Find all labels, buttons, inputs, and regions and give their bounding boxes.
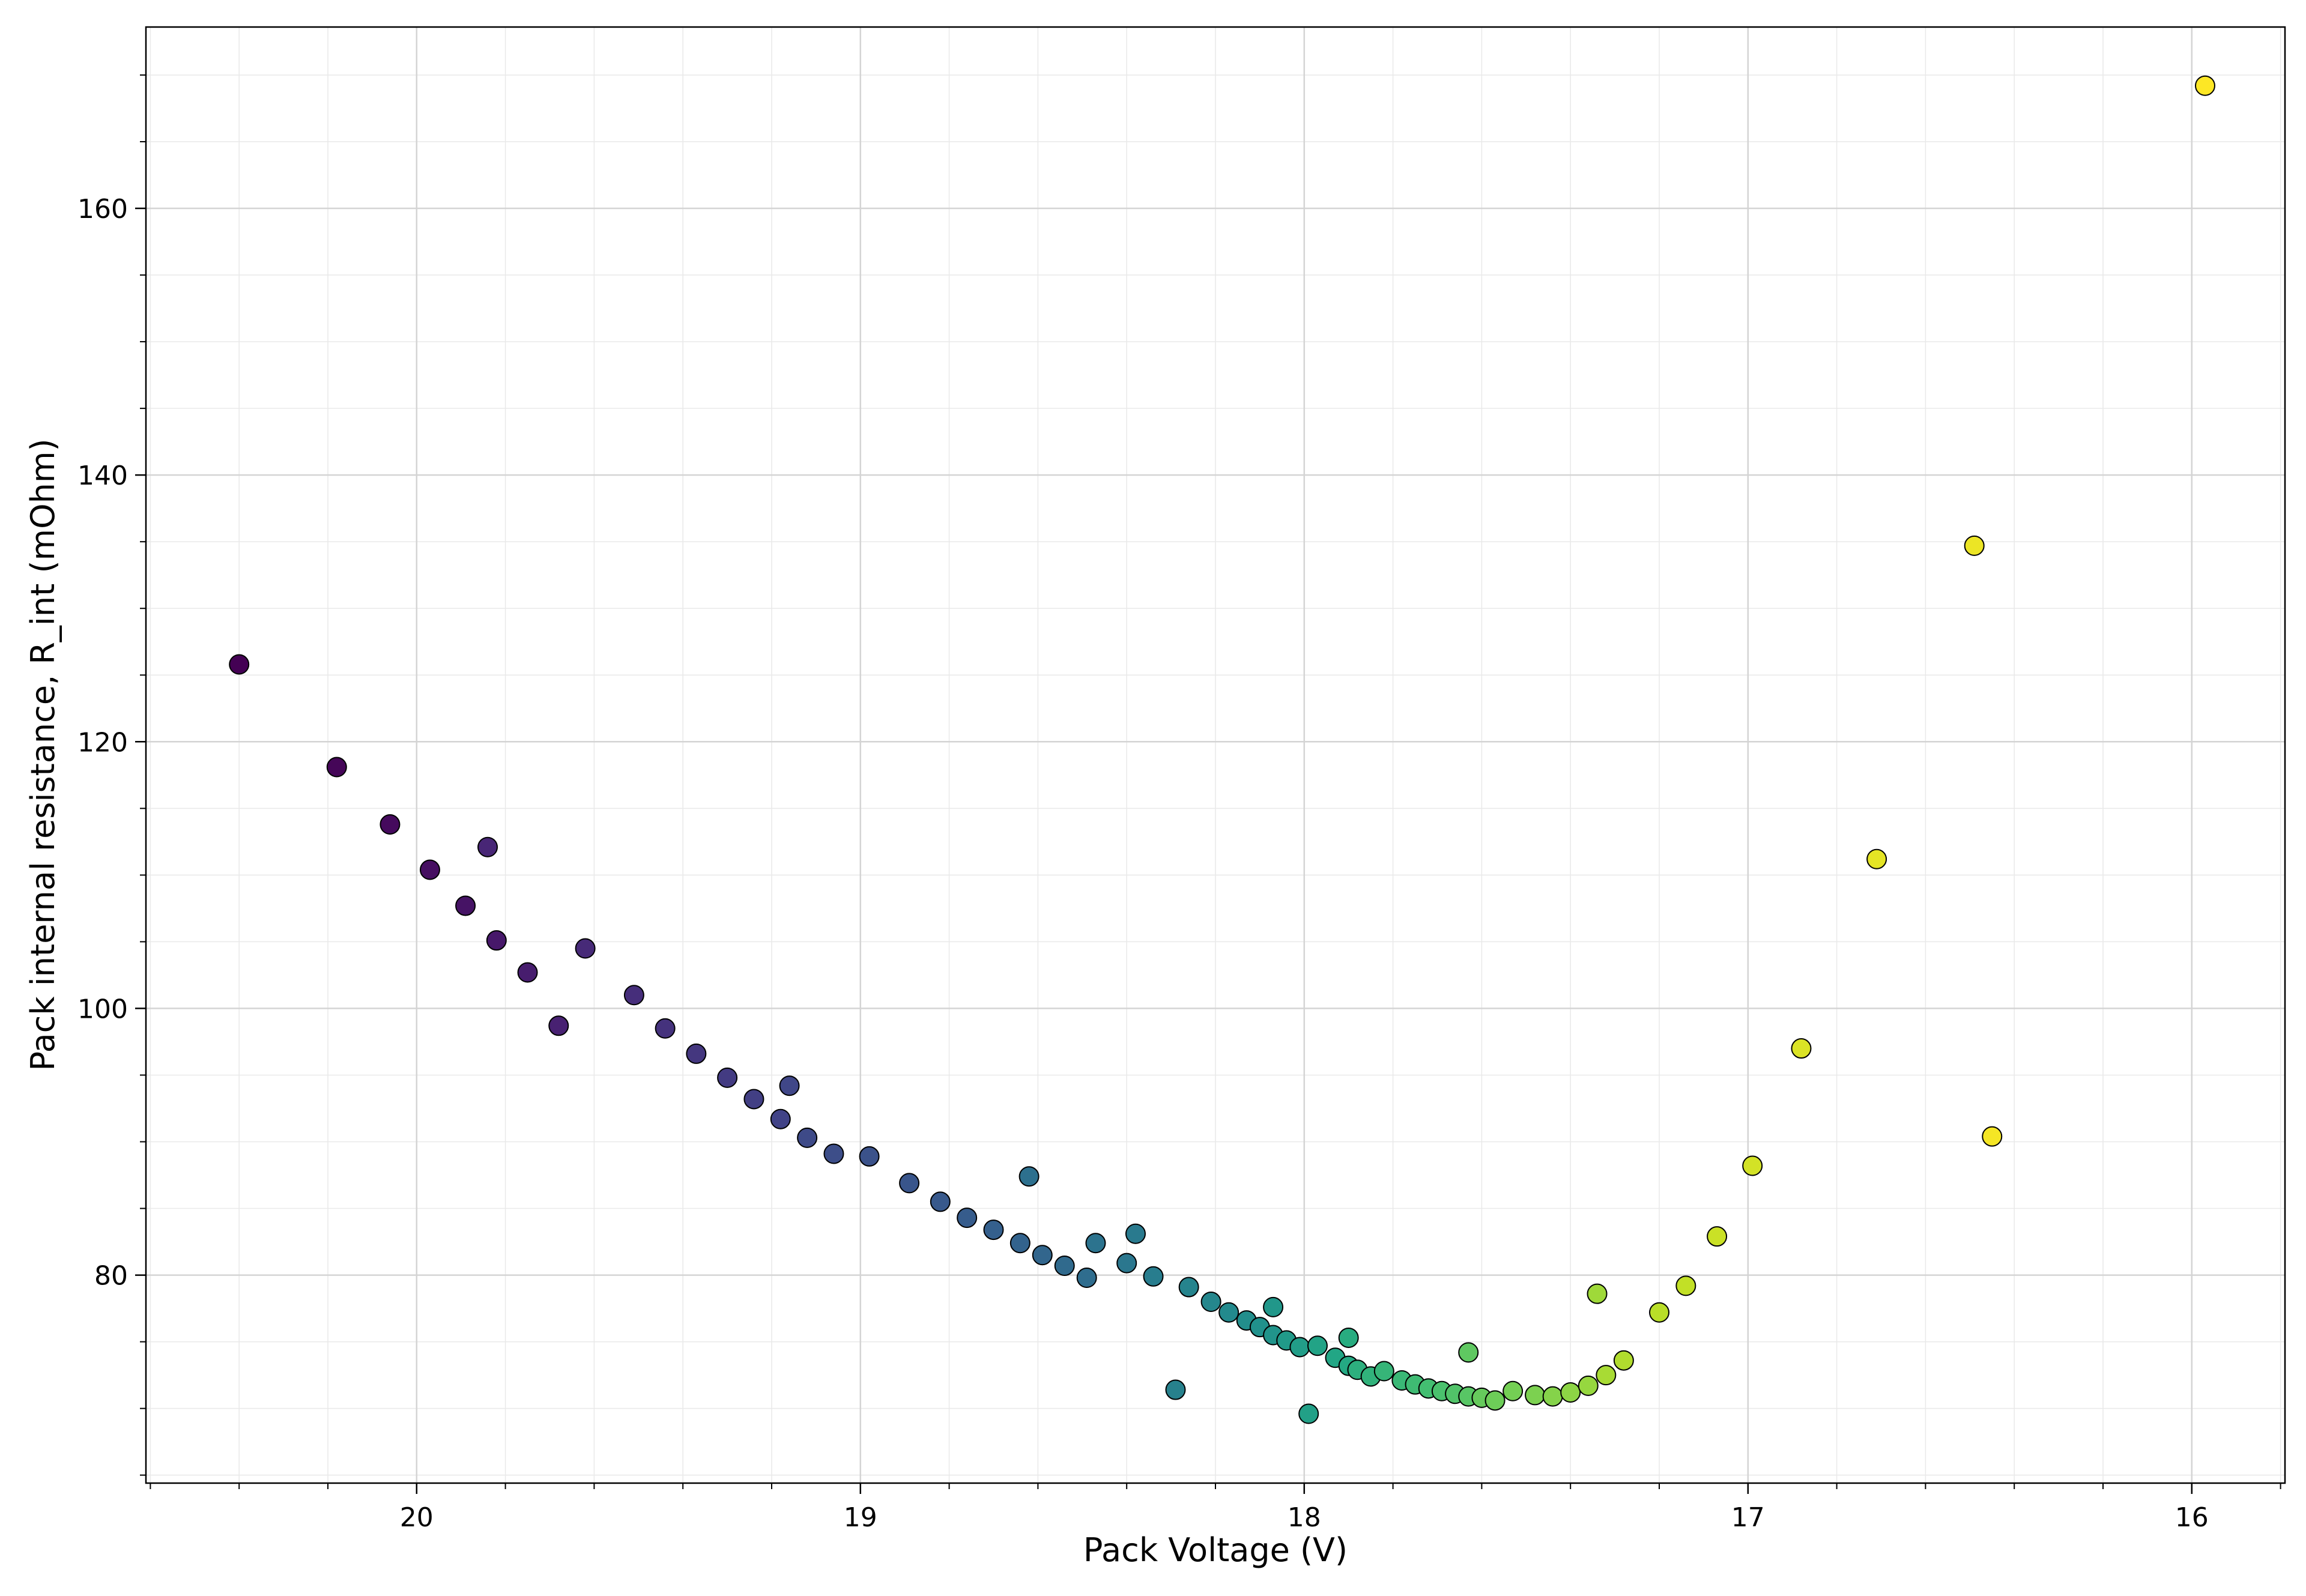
y-tick-label: 160	[77, 194, 128, 225]
y-tick-label: 120	[77, 727, 128, 758]
major-grid	[146, 27, 2285, 1483]
data-point	[229, 654, 250, 675]
data-point	[743, 1089, 764, 1110]
data-point	[1009, 1233, 1030, 1254]
data-point	[1125, 1223, 1146, 1244]
data-point	[1982, 1126, 2003, 1147]
data-point	[380, 814, 401, 835]
data-point	[686, 1043, 707, 1064]
data-point	[983, 1220, 1004, 1241]
y-axis-ticks: 80 100 120 140 160	[77, 74, 146, 1476]
data-point	[1263, 1296, 1284, 1317]
data-point	[1649, 1302, 1670, 1323]
data-point	[717, 1067, 738, 1088]
minor-grid	[146, 27, 2285, 1483]
y-tick-label: 140	[77, 461, 128, 491]
data-point	[779, 1075, 800, 1096]
data-point	[1742, 1155, 1763, 1176]
data-point	[1143, 1266, 1164, 1287]
data-point	[1675, 1275, 1696, 1296]
data-point	[957, 1208, 978, 1229]
plot-area	[145, 26, 2286, 1484]
data-point	[1085, 1233, 1106, 1254]
data-point	[1613, 1350, 1634, 1371]
data-point	[823, 1143, 844, 1164]
data-point	[1525, 1385, 1546, 1406]
data-point	[1503, 1380, 1524, 1401]
data-point	[1596, 1365, 1617, 1386]
data-point	[1458, 1342, 1479, 1363]
data-point	[326, 757, 347, 778]
data-point	[517, 962, 538, 983]
data-point	[1964, 535, 1985, 556]
x-axis-label: Pack Voltage (V)	[1083, 1531, 1348, 1569]
data-point	[1018, 1166, 1040, 1187]
data-point	[548, 1015, 569, 1036]
x-tick-label: 20	[400, 1502, 434, 1533]
x-axis-ticks: 20 19 18 17 16	[150, 1483, 2281, 1533]
data-point	[1200, 1291, 1221, 1312]
data-point	[859, 1146, 880, 1167]
data-point	[1076, 1268, 1097, 1289]
data-point	[1560, 1382, 1581, 1403]
data-point	[1484, 1390, 1506, 1411]
data-point	[1178, 1277, 1199, 1298]
data-point	[1298, 1403, 1319, 1424]
data-point	[1307, 1335, 1328, 1356]
data-point	[1165, 1379, 1186, 1400]
data-point	[419, 859, 440, 880]
data-point	[1791, 1038, 1812, 1059]
x-tick-label: 19	[844, 1502, 877, 1533]
x-tick-label: 17	[1731, 1502, 1765, 1533]
y-tick-label: 100	[77, 994, 128, 1024]
data-point	[1032, 1245, 1053, 1266]
data-point	[455, 895, 476, 916]
y-tick-label: 80	[94, 1261, 128, 1292]
data-point	[1866, 848, 1887, 869]
data-point	[655, 1018, 676, 1039]
data-point	[797, 1127, 818, 1148]
data-point	[1218, 1302, 1239, 1323]
data-point	[1707, 1226, 1728, 1247]
data-point	[623, 985, 644, 1006]
data-point	[486, 930, 507, 951]
data-point	[1054, 1256, 1075, 1277]
data-point	[1578, 1375, 1599, 1396]
data-point	[1116, 1253, 1137, 1274]
data-point	[899, 1173, 920, 1194]
data-point	[930, 1191, 951, 1212]
data-points	[229, 75, 2215, 1424]
data-point	[2194, 75, 2215, 96]
data-point	[1289, 1337, 1310, 1358]
data-point	[477, 836, 498, 857]
y-axis-label: Pack internal resistance, R_int (mOhm)	[24, 438, 62, 1071]
data-point	[770, 1108, 791, 1129]
data-point	[1338, 1327, 1359, 1348]
data-point	[575, 938, 596, 959]
data-point	[1542, 1386, 1563, 1407]
x-tick-label: 16	[2175, 1502, 2209, 1533]
data-point	[1587, 1283, 1608, 1304]
x-tick-label: 18	[1288, 1502, 1321, 1533]
data-point	[1373, 1361, 1394, 1382]
